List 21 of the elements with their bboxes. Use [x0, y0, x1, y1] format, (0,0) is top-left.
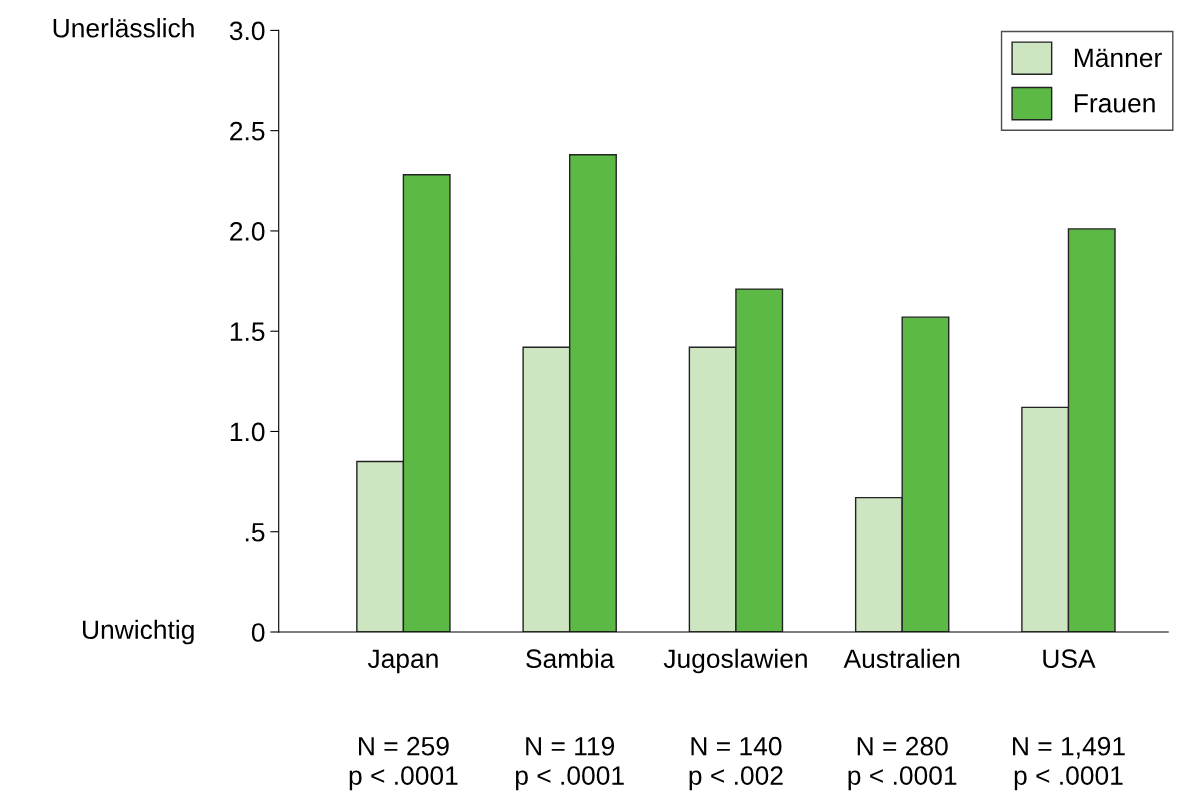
y-tick-label: 2.5	[230, 121, 265, 141]
y-tick-label: .5	[245, 523, 265, 542]
legend-label: Männer	[1074, 48, 1162, 68]
text: N = 259 p < .0001	[349, 736, 458, 791]
text: N = 119 p < .0001	[515, 736, 624, 791]
text: N = 140 p < .002	[689, 736, 783, 791]
y-tick-label: 0	[251, 623, 265, 642]
text: Unwichtig	[83, 619, 194, 645]
x-tick-label: Jugoslawien	[663, 648, 807, 674]
y-tick-label: 2.0	[230, 222, 265, 241]
y-tick-label: 1.0	[230, 422, 265, 442]
x-tick-label: Japan	[367, 649, 438, 674]
x-tick-label: Australien	[843, 648, 960, 669]
y-tick-label: 1.5	[230, 322, 265, 342]
text: N = 1,491 p < .0001	[1013, 736, 1125, 791]
y-tick-label: 3.0	[229, 21, 265, 41]
x-tick-label: Sambia	[526, 648, 615, 669]
text: N = 280 p < .0001	[848, 736, 957, 791]
text: Unerlässlich	[53, 18, 194, 38]
legend-label: Frauen	[1074, 94, 1155, 113]
x-tick-label: USA	[1043, 649, 1096, 669]
